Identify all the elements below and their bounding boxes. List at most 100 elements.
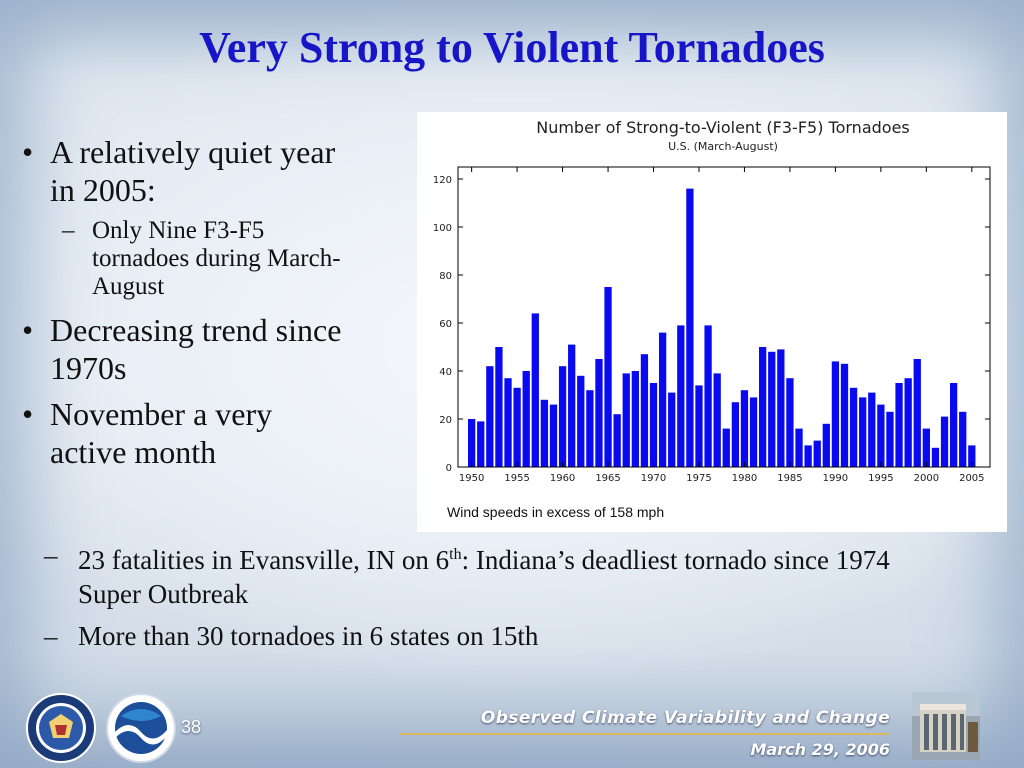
bar-1972 <box>668 392 676 467</box>
bar-1961 <box>568 344 576 467</box>
bar-1998 <box>904 378 912 467</box>
y-tick-label: 0 <box>446 463 452 474</box>
bar-1975 <box>695 385 703 467</box>
bar-1984 <box>777 349 785 467</box>
bar-1966 <box>613 414 621 467</box>
bar-1986 <box>795 428 803 467</box>
x-tick-label: 2000 <box>914 473 939 484</box>
detail-six-states: More than 30 tornadoes in 6 states on 15… <box>40 619 940 653</box>
bar-1968 <box>631 371 639 467</box>
seal-icon <box>26 693 96 763</box>
bar-1992 <box>849 387 858 467</box>
footer-title: Observed Climate Variability and Change <box>480 708 890 728</box>
bar-1963 <box>586 390 594 467</box>
page-number: 38 <box>181 717 202 737</box>
chart-subtitle: U.S. (March-August) <box>668 140 778 153</box>
bar-1973 <box>677 325 685 467</box>
detail-evansville-rest: : Indiana’s deadliest tornado since 1974… <box>78 545 890 609</box>
bar-1965 <box>604 287 612 467</box>
footer-date: March 29, 2006 <box>750 740 891 759</box>
bar-1964 <box>595 359 603 467</box>
detail-list: 23 fatalities in Evansville, IN on 6th: … <box>40 538 940 661</box>
y-tick-label: 100 <box>433 223 452 234</box>
bar-1971 <box>658 332 667 467</box>
footer-rule <box>400 733 890 735</box>
bar-1999 <box>913 359 921 467</box>
chart-panel: Number of Strong-to-Violent (F3-F5) Torn… <box>417 112 1007 532</box>
bar-1988 <box>813 440 821 467</box>
bar-1956 <box>522 371 530 467</box>
bullet-decreasing-trend: Decreasing trend since 1970s <box>20 311 350 387</box>
bar-1997 <box>895 383 903 467</box>
bar-1962 <box>577 375 585 467</box>
bar-2002 <box>940 416 949 467</box>
bar-1991 <box>840 363 849 467</box>
chart-title: Number of Strong-to-Violent (F3-F5) Torn… <box>536 118 910 137</box>
bar-1955 <box>513 387 521 467</box>
bar-1980 <box>740 390 749 467</box>
x-tick-label: 1985 <box>777 473 802 484</box>
bar-1982 <box>759 347 767 467</box>
bar-1957 <box>531 313 539 467</box>
x-tick-label: 1980 <box>732 473 757 484</box>
x-tick-label: 1990 <box>823 473 848 484</box>
noaa-icon <box>106 693 176 763</box>
bar-1976 <box>704 325 712 467</box>
x-tick-label: 2005 <box>959 473 984 484</box>
subbullet-nine-tornadoes: Only Nine F3-F5 tornadoes during March-A… <box>20 217 350 301</box>
x-tick-label: 1995 <box>868 473 893 484</box>
bullet-november: November a very active month <box>20 395 350 471</box>
bar-2004 <box>959 411 967 467</box>
bar-1967 <box>622 373 630 467</box>
building-icon <box>912 692 980 760</box>
bar-2003 <box>949 383 958 467</box>
bar-1952 <box>486 366 494 467</box>
bar-2005 <box>968 445 976 467</box>
bullet-list: A relatively quiet year in 2005: Only Ni… <box>20 133 350 479</box>
bar-1996 <box>886 411 894 467</box>
bar-1951 <box>477 421 485 467</box>
bar-1995 <box>877 404 885 467</box>
bar-1985 <box>786 378 794 467</box>
y-tick-label: 20 <box>439 415 452 426</box>
bar-1990 <box>831 361 840 467</box>
x-tick-label: 1965 <box>595 473 620 484</box>
x-tick-label: 1970 <box>641 473 666 484</box>
y-tick-label: 60 <box>439 319 452 330</box>
bar-2001 <box>931 447 940 467</box>
plot-frame <box>457 166 991 468</box>
x-tick-label: 1960 <box>550 473 575 484</box>
y-tick-label: 80 <box>439 271 452 282</box>
slide-title: Very Strong to Violent Tornadoes <box>199 23 825 72</box>
tornado-bar-chart: Number of Strong-to-Violent (F3-F5) Torn… <box>433 118 991 520</box>
bar-1953 <box>495 347 503 467</box>
bar-1994 <box>868 392 876 467</box>
bar-1987 <box>804 445 812 467</box>
x-tick-label: 1955 <box>504 473 529 484</box>
detail-evansville-sup: th <box>449 546 462 563</box>
detail-evansville-text: 23 fatalities in Evansville, IN on 6 <box>78 545 450 575</box>
bullet-quiet-year: A relatively quiet year in 2005: <box>20 133 350 209</box>
bar-1978 <box>722 428 730 467</box>
bar-1959 <box>549 404 558 467</box>
chart-note: Wind speeds in excess of 158 mph <box>447 504 664 520</box>
bar-1981 <box>749 397 758 467</box>
bar-1970 <box>649 383 658 467</box>
bar-1974 <box>686 188 694 467</box>
y-tick-label: 40 <box>439 367 452 378</box>
bar-1989 <box>822 423 830 467</box>
bar-1950 <box>468 419 476 467</box>
y-tick-label: 120 <box>433 175 452 186</box>
bar-1983 <box>768 351 776 467</box>
detail-evansville: 23 fatalities in Evansville, IN on 6th: … <box>40 538 940 611</box>
x-tick-label: 1950 <box>459 473 484 484</box>
bar-1954 <box>504 378 512 467</box>
bar-1958 <box>540 399 549 467</box>
bar-1969 <box>640 354 649 467</box>
bar-1979 <box>731 402 740 467</box>
bar-1993 <box>859 397 867 467</box>
bar-1960 <box>558 366 567 467</box>
bar-1977 <box>713 373 721 467</box>
bar-2000 <box>922 428 930 467</box>
x-tick-label: 1975 <box>686 473 711 484</box>
